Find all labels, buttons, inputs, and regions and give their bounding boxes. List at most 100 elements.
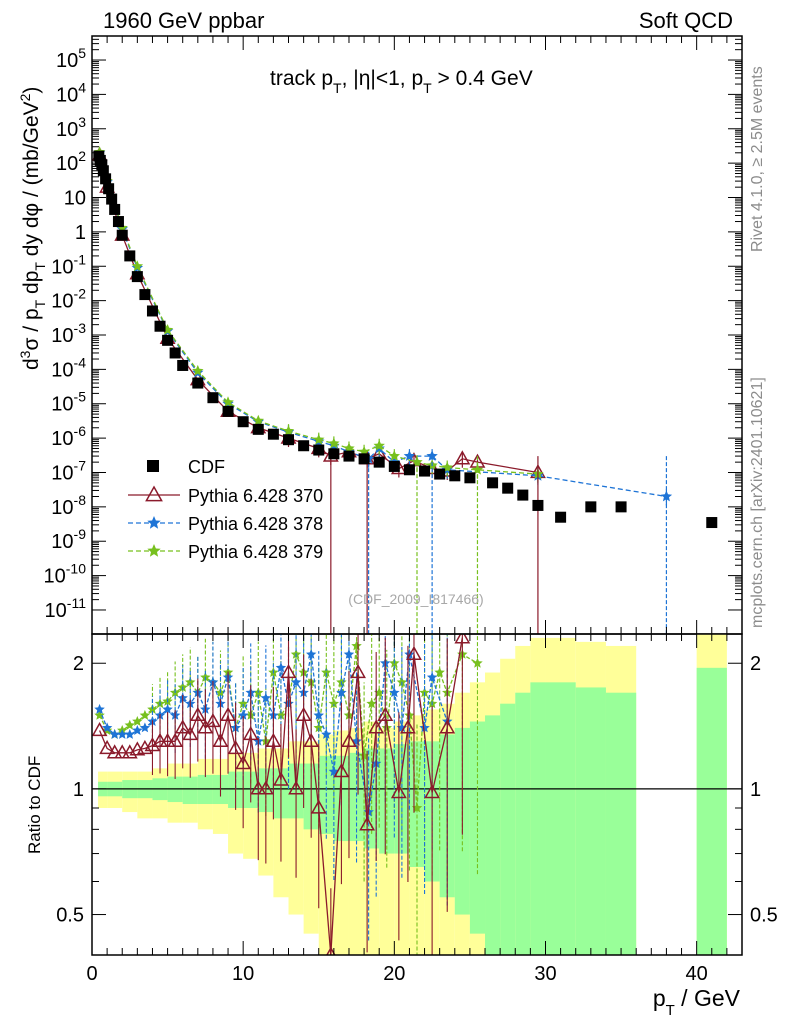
ratio-point	[265, 732, 282, 747]
data-point	[403, 450, 416, 461]
data-point	[403, 464, 415, 476]
x-axis-label: pT / GeV	[653, 985, 741, 1019]
ratio-point	[321, 667, 332, 677]
ratio-point	[389, 687, 400, 698]
data-point	[388, 450, 400, 461]
ratio-point	[139, 709, 151, 720]
data-point	[116, 229, 128, 241]
ratio-point	[159, 732, 176, 747]
ratio-y-tick-label-right: 1	[750, 779, 761, 801]
ratio-point	[472, 657, 483, 668]
data-point	[207, 392, 219, 404]
mcplots-credit: mcplots.cern.ch [arXiv:2401.10621]	[749, 377, 766, 628]
data-point	[139, 289, 151, 301]
ratio-point	[132, 716, 143, 726]
data-point	[192, 377, 204, 389]
ratio-point	[404, 648, 415, 659]
data-point	[555, 511, 567, 523]
ratio-point	[377, 706, 394, 722]
ratio-point	[139, 722, 151, 733]
rivet-version: Rivet 4.1.0, ≥ 2.5M events	[749, 66, 766, 252]
ratio-point	[174, 719, 191, 734]
uncertainty-band-green	[515, 692, 531, 955]
y-axis-label-ratio: Ratio to CDF	[25, 756, 44, 854]
header-right: Soft QCD	[639, 8, 733, 33]
ratio-point	[400, 719, 416, 734]
ratio-point	[290, 676, 302, 687]
data-point	[487, 477, 499, 489]
ratio-point	[321, 729, 332, 739]
ratio-point	[227, 739, 244, 755]
data-point	[131, 271, 143, 283]
data-point	[252, 423, 264, 435]
y-tick-label: 10-4	[51, 354, 86, 381]
data-point	[298, 440, 310, 452]
data-point	[449, 470, 461, 482]
ratio-point	[132, 725, 143, 735]
data-point	[283, 434, 295, 446]
ratio-point	[454, 634, 471, 644]
series-line	[98, 151, 538, 475]
data-point	[517, 489, 529, 501]
ratio-point	[341, 732, 357, 747]
data-point	[358, 453, 370, 465]
legend-label: Pythia 6.428 379	[188, 542, 323, 562]
x-tick-label: 10	[232, 963, 254, 985]
data-point	[434, 468, 446, 480]
main-panel: 10-1110-1010-910-810-710-610-510-410-310…	[17, 35, 743, 635]
ratio-point	[189, 706, 206, 722]
y-tick-label: 103	[56, 114, 86, 141]
ratio-point	[182, 725, 199, 741]
ratio-point	[273, 771, 289, 786]
y-tick-label: 10-11	[45, 595, 87, 622]
ratio-point	[92, 721, 108, 737]
y-tick-label: 10-1	[51, 251, 86, 278]
legend-marker	[145, 485, 163, 502]
ratio-point	[275, 662, 287, 673]
data-point	[103, 183, 115, 195]
ratio-point	[390, 784, 407, 799]
ratio-axes: 0.5 0.51 12 20 10 20 30 40	[56, 634, 778, 985]
ratio-point	[205, 712, 221, 728]
data-point	[112, 216, 124, 228]
ratio-point	[144, 737, 161, 752]
y-tick-label: 105	[56, 45, 86, 72]
data-point	[131, 260, 144, 272]
data-point	[106, 193, 118, 205]
ratio-y-tick-label-left: 0.5	[56, 905, 84, 927]
data-point	[388, 460, 400, 472]
uncertainty-band-green	[605, 692, 637, 955]
data-point	[502, 482, 514, 494]
uncertainty-band-green	[500, 703, 516, 955]
data-point	[109, 203, 121, 215]
legend: CDF Pythia 6.428 370 Pythia 6.428 378 Pythi…	[128, 457, 323, 562]
x-tick-label: 30	[534, 963, 556, 985]
uncertainty-band-green	[469, 721, 486, 934]
ratio-point	[303, 732, 320, 747]
header-left: 1960 GeV ppbar	[103, 8, 264, 33]
ratio-point	[306, 648, 317, 659]
ratio-point	[295, 706, 312, 722]
legend-marker	[147, 516, 161, 529]
data-point	[222, 396, 234, 408]
ratio-point	[288, 780, 304, 795]
data-point	[146, 305, 158, 317]
legend-label: Pythia 6.428 378	[188, 514, 323, 534]
data-point	[441, 461, 453, 473]
data-point	[426, 450, 438, 461]
ratio-point	[242, 725, 259, 741]
data-point	[96, 159, 108, 171]
main-axes: 10-1110-1010-910-810-710-610-510-410-310…	[44, 35, 743, 634]
ratio-point	[350, 663, 366, 679]
ratio-point	[333, 763, 350, 778]
data-point	[124, 250, 136, 262]
ratio-point	[419, 722, 430, 733]
uncertainty-band-green	[182, 776, 198, 805]
plot-title: track pT, |η|<1, pT > 0.4 GeV	[270, 67, 533, 96]
series-cdf	[93, 150, 718, 529]
data-point	[464, 472, 476, 484]
ratio-point	[162, 703, 173, 714]
ratio-point	[313, 709, 324, 720]
ratio-point	[351, 640, 362, 651]
y-tick-label: 102	[56, 148, 86, 175]
